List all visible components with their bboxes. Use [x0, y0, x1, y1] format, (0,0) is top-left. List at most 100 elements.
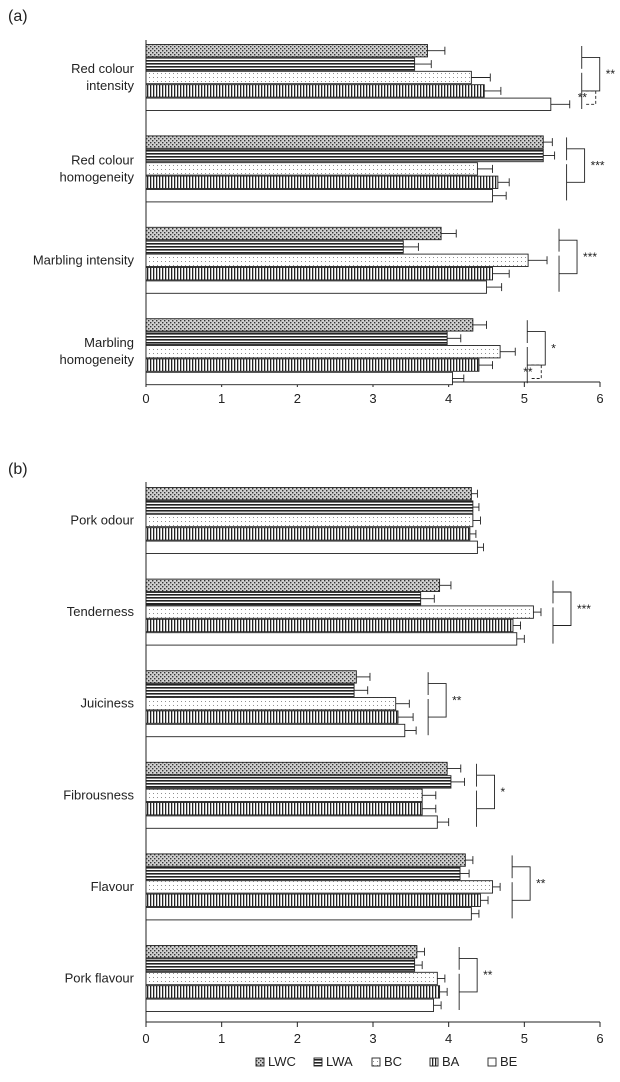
sig-bracket-dashed [585, 90, 597, 105]
x-tick-label: 3 [369, 1031, 376, 1046]
sig-bracket [559, 239, 578, 275]
bar-be [145, 189, 494, 203]
bar-lwa [145, 958, 416, 972]
bar-ba [145, 710, 399, 724]
category-label: homogeneity [60, 352, 135, 367]
legend-label-ba: BA [442, 1054, 460, 1069]
category-label: Tenderness [67, 604, 135, 619]
sig-label: ** [523, 365, 533, 379]
sig-bracket [581, 56, 601, 92]
bar-be [145, 907, 472, 921]
bar-lwc [145, 853, 466, 867]
sig-bracket [512, 866, 531, 901]
sig-bracket [476, 774, 496, 810]
legend-label-lwa: LWA [326, 1054, 353, 1069]
bar-lwc [145, 487, 472, 501]
sig-label: *** [591, 159, 605, 173]
category-label: Marbling [84, 335, 134, 350]
bar-be [145, 540, 478, 554]
category-label: Flavour [91, 879, 135, 894]
legend-swatch-be [487, 1057, 497, 1067]
bar-ba [145, 802, 423, 816]
bar-ba [145, 893, 481, 907]
bar-lwc [145, 318, 474, 332]
bar-bc [145, 345, 501, 359]
bar-bc [145, 605, 534, 619]
x-tick-label: 5 [521, 391, 528, 406]
sig-bracket [527, 331, 546, 366]
bar-lwc [145, 44, 428, 58]
bar-ba [145, 267, 494, 281]
sig-label: *** [577, 602, 591, 616]
legend-swatch-ba [429, 1057, 439, 1067]
bar-lwa [145, 683, 355, 697]
category-label: Juiciness [81, 696, 135, 711]
category-label: Red colour [71, 61, 135, 76]
bar-lwc [145, 135, 544, 149]
sig-label: * [501, 785, 506, 799]
bar-be [145, 97, 552, 111]
bar-lwc [145, 670, 357, 684]
bar-bc [145, 253, 529, 267]
legend-swatch-lwa [313, 1057, 323, 1067]
bar-ba [145, 527, 471, 541]
x-tick-label: 3 [369, 391, 376, 406]
category-label: Fibrousness [63, 787, 134, 802]
bar-ba [145, 84, 485, 98]
bar-bc [145, 880, 494, 894]
legend-label-bc: BC [384, 1054, 402, 1069]
legend-label-be: BE [500, 1054, 518, 1069]
x-tick-label: 2 [294, 391, 301, 406]
bar-be [145, 723, 406, 738]
bar-bc [145, 162, 478, 176]
panel-label: (b) [8, 461, 28, 478]
x-tick-label: 6 [596, 1031, 603, 1046]
sig-label: ** [452, 693, 462, 707]
bar-lwa [145, 592, 422, 606]
bar-lwa [145, 331, 448, 345]
bar-lwa [145, 240, 404, 254]
category-label: Red colour [71, 152, 135, 167]
bar-lwa [145, 57, 416, 71]
x-tick-label: 5 [521, 1031, 528, 1046]
legend-label-lwc: LWC [268, 1054, 296, 1069]
category-label: Pork flavour [65, 971, 135, 986]
bar-lwc [145, 226, 442, 241]
bar-lwa [145, 866, 461, 881]
bar-ba [145, 175, 499, 189]
sig-label: * [551, 341, 556, 355]
bar-ba [145, 985, 441, 999]
bar-ba [145, 618, 514, 633]
bar-lwc [145, 761, 448, 776]
bar-bc [145, 513, 474, 528]
bar-lwa [145, 148, 544, 163]
x-tick-label: 1 [218, 1031, 225, 1046]
bar-bc [145, 697, 397, 711]
sig-bracket [459, 957, 478, 993]
bar-lwa [145, 775, 452, 789]
sig-label: ** [483, 968, 493, 982]
category-label: homogeneity [60, 169, 135, 184]
sig-label: ** [536, 877, 546, 891]
sig-bracket-dashed [531, 364, 542, 379]
x-tick-label: 0 [142, 1031, 149, 1046]
bar-lwc [145, 578, 441, 592]
bar-be [145, 998, 434, 1012]
sig-label: ** [606, 67, 616, 81]
bar-lwc [145, 945, 418, 959]
sig-label: *** [583, 250, 597, 264]
bar-ba [145, 358, 480, 372]
sig-bracket [566, 148, 586, 183]
x-tick-label: 1 [218, 391, 225, 406]
sig-bracket [428, 683, 447, 718]
x-tick-label: 0 [142, 391, 149, 406]
x-tick-label: 2 [294, 1031, 301, 1046]
category-label: Marbling intensity [33, 252, 135, 267]
bar-bc [145, 971, 438, 986]
bar-lwa [145, 500, 474, 514]
bar-bc [145, 70, 472, 85]
bar-bc [145, 788, 423, 802]
bar-be [145, 815, 438, 829]
